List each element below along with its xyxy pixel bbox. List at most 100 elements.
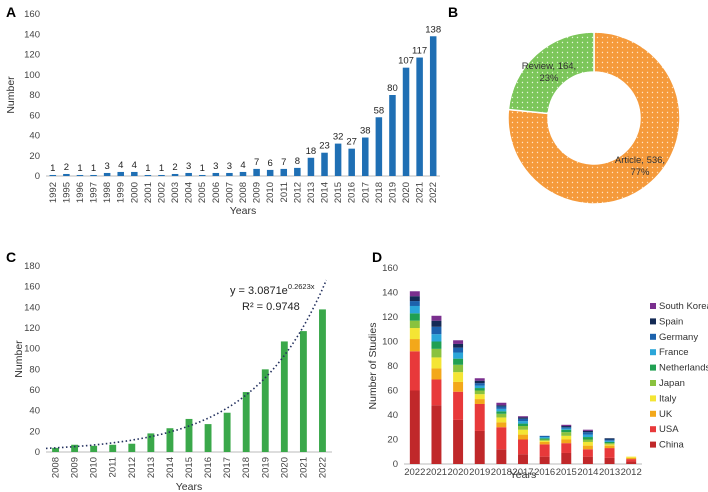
bar-2008 <box>52 447 59 452</box>
x-tick-label: 2016 <box>347 182 358 203</box>
bar-2022 <box>319 309 326 452</box>
y-tick-label: 20 <box>29 426 40 437</box>
data-label-2020: 107 <box>398 56 414 67</box>
legend-swatch-usa <box>650 426 656 433</box>
stack-segment-spain-2017 <box>518 417 528 419</box>
stack-segment-uk-2019 <box>474 399 485 404</box>
slice-label-article-line2: 77% <box>630 167 650 178</box>
stack-segment-spain-2021 <box>431 320 442 327</box>
stack-segment-italy-2016 <box>539 440 550 442</box>
stack-segment-netherlands-2016 <box>539 438 550 440</box>
x-tick-label: 2018 <box>491 467 512 478</box>
stack-segment-china-2012 <box>626 461 637 464</box>
stack-segment-italy-2019 <box>474 394 485 400</box>
data-label-2018: 58 <box>374 105 385 116</box>
data-label-2005: 1 <box>200 163 205 174</box>
data-label-2012: 8 <box>295 156 300 167</box>
stack-segment-japan-2016 <box>539 439 550 441</box>
stack-segment-usa-2015 <box>561 443 572 453</box>
y-tick-label: 0 <box>35 447 40 458</box>
stack-segment-china-2016 <box>539 456 550 464</box>
stack-segment-netherlands-2019 <box>474 388 485 391</box>
x-tick-label: 2018 <box>241 457 252 478</box>
stack-segment-italy-2013 <box>604 444 615 446</box>
bar-2011 <box>280 168 288 176</box>
y-tick-label: 180 <box>24 261 40 272</box>
x-tick-label: 2002 <box>156 182 167 203</box>
x-tick-label: 2017 <box>512 467 533 478</box>
bar-2021 <box>299 331 307 452</box>
stack-segment-usa-2018 <box>496 427 507 450</box>
legend-label-netherlands: Netherlands <box>659 363 708 374</box>
bar-2003 <box>171 173 179 176</box>
stack-segment-france-2017 <box>518 421 528 424</box>
legend-label-usa: USA <box>659 424 679 435</box>
x-tick-label: 2020 <box>279 457 290 478</box>
legend-label-italy: Italy <box>659 393 677 404</box>
x-tick-label: 1995 <box>61 182 72 203</box>
y-tick-label: 100 <box>24 344 40 355</box>
legend-swatch-uk <box>650 410 656 417</box>
x-tick-label: 2014 <box>165 457 176 478</box>
legend-label-south-korea: South Korea <box>659 301 708 312</box>
stack-segment-netherlands-2017 <box>518 423 528 427</box>
bar-2012 <box>294 167 301 176</box>
x-tick-label: 1998 <box>102 182 113 203</box>
bar-2009 <box>253 168 260 176</box>
stack-segment-usa-2017 <box>518 439 528 455</box>
x-tick-label: 1996 <box>75 182 86 203</box>
stack-segment-uk-2013 <box>604 445 615 449</box>
data-label-2010: 6 <box>268 158 273 169</box>
stack-segment-china-2021 <box>431 405 442 464</box>
y-tick-label: 0 <box>35 171 40 182</box>
stack-segment-france-2021 <box>431 334 442 342</box>
stack-segment-china-2020 <box>453 419 464 464</box>
stack-segment-japan-2014 <box>582 439 593 442</box>
stack-segment-italy-2012 <box>626 456 637 458</box>
bar-2013 <box>307 157 315 176</box>
data-label-2001: 1 <box>145 163 150 174</box>
stack-segment-spain-2022 <box>409 296 420 302</box>
stack-segment-france-2018 <box>496 408 507 412</box>
x-tick-label: 2007 <box>224 182 235 203</box>
panel-label-a: A <box>6 4 16 20</box>
bar-1997 <box>90 174 97 176</box>
bar-2016 <box>348 148 355 176</box>
chart-b-document-type-donut: Review, 164,23% Article, 536,77% <box>507 31 681 205</box>
y-tick-label: 140 <box>382 288 398 299</box>
stack-segment-germany-2020 <box>453 347 464 353</box>
stack-segment-south-korea-2021 <box>431 315 442 321</box>
y-tick-label: 40 <box>29 131 40 142</box>
legend-swatch-china <box>650 441 656 448</box>
stack-segment-italy-2021 <box>431 357 442 369</box>
stack-segment-china-2017 <box>518 454 528 464</box>
stack-segment-south-korea-2014 <box>582 429 593 431</box>
bar-2022 <box>429 36 437 177</box>
stack-segment-france-2013 <box>604 440 615 442</box>
x-tick-label: 1999 <box>116 182 127 203</box>
y-tick-label: 160 <box>24 282 40 293</box>
data-label-2008: 4 <box>240 160 245 171</box>
stack-segment-italy-2014 <box>582 441 593 446</box>
legend-swatch-netherlands <box>650 364 656 371</box>
bar-2015 <box>185 418 193 452</box>
stack-segment-china-2019 <box>474 430 485 464</box>
y-tick-label: 160 <box>382 263 398 274</box>
stack-segment-france-2016 <box>539 437 550 439</box>
stack-segment-japan-2015 <box>561 432 572 436</box>
x-tick-label: 2013 <box>146 457 157 478</box>
y-axis-title: Number of Studies <box>367 323 379 410</box>
stack-segment-south-korea-2015 <box>561 424 572 427</box>
x-tick-label: 2004 <box>184 182 195 203</box>
bar-2007 <box>226 172 233 176</box>
x-tick-label: 2001 <box>143 182 154 203</box>
x-tick-label: 2012 <box>292 182 303 203</box>
stack-segment-spain-2014 <box>582 430 593 433</box>
stack-segment-germany-2013 <box>604 439 615 441</box>
data-label-2007: 3 <box>227 161 232 172</box>
x-axis-title: Years <box>510 469 536 481</box>
stack-segment-netherlands-2022 <box>409 313 420 321</box>
stack-segment-france-2020 <box>453 352 464 359</box>
